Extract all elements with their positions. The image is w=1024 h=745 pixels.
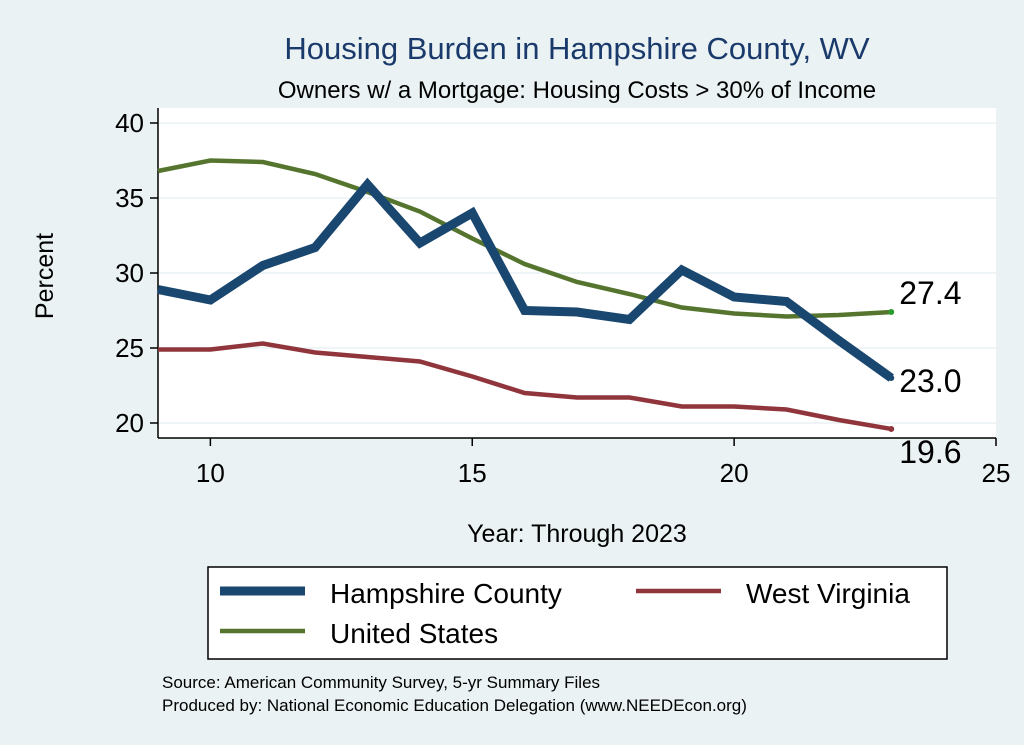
source-note: Source: American Community Survey, 5-yr … <box>162 673 600 692</box>
x-tick-label-10: 10 <box>196 458 225 488</box>
end-marker-hampshire-county <box>888 375 895 381</box>
producer-note: Produced by: National Economic Education… <box>162 696 747 715</box>
chart-subtitle: Owners w/ a Mortgage: Housing Costs > 30… <box>278 77 876 104</box>
series-line-united-states <box>157 158 892 319</box>
legend-label-hampshire-county: Hampshire County <box>330 578 562 609</box>
chart-title: Housing Burden in Hampshire County, WV <box>284 31 870 66</box>
x-axis-label: Year: Through 2023 <box>467 520 687 548</box>
end-labels: 23.0 19.6 27.4 <box>888 275 962 470</box>
series-line-hampshire-county <box>157 177 894 382</box>
axes: 20 25 30 35 40 10 15 20 25 <box>115 108 1010 488</box>
y-tick-label-30: 30 <box>115 258 144 288</box>
series-line-west-virginia <box>158 341 892 432</box>
series-lines <box>157 158 894 432</box>
x-tick-label-15: 15 <box>458 458 487 488</box>
x-tick-label-20: 20 <box>720 458 749 488</box>
end-marker-united-states <box>888 309 895 315</box>
legend-label-united-states: United States <box>330 618 498 649</box>
end-label-west-virginia: 19.6 <box>899 434 961 470</box>
end-label-united-states: 27.4 <box>899 275 961 311</box>
end-marker-west-virginia <box>888 426 895 432</box>
x-tick-label-25: 25 <box>982 458 1011 488</box>
end-label-hampshire-county: 23.0 <box>899 363 961 399</box>
y-tick-label-35: 35 <box>115 183 144 213</box>
y-tick-label-25: 25 <box>115 333 144 363</box>
y-tick-label-20: 20 <box>115 408 144 438</box>
y-axis-label: Percent <box>31 233 59 319</box>
legend-box <box>207 566 948 660</box>
legend: Hampshire County West Virginia United Stat… <box>207 566 948 660</box>
y-tick-label-40: 40 <box>115 108 144 138</box>
legend-label-west-virginia: West Virginia <box>746 578 910 609</box>
